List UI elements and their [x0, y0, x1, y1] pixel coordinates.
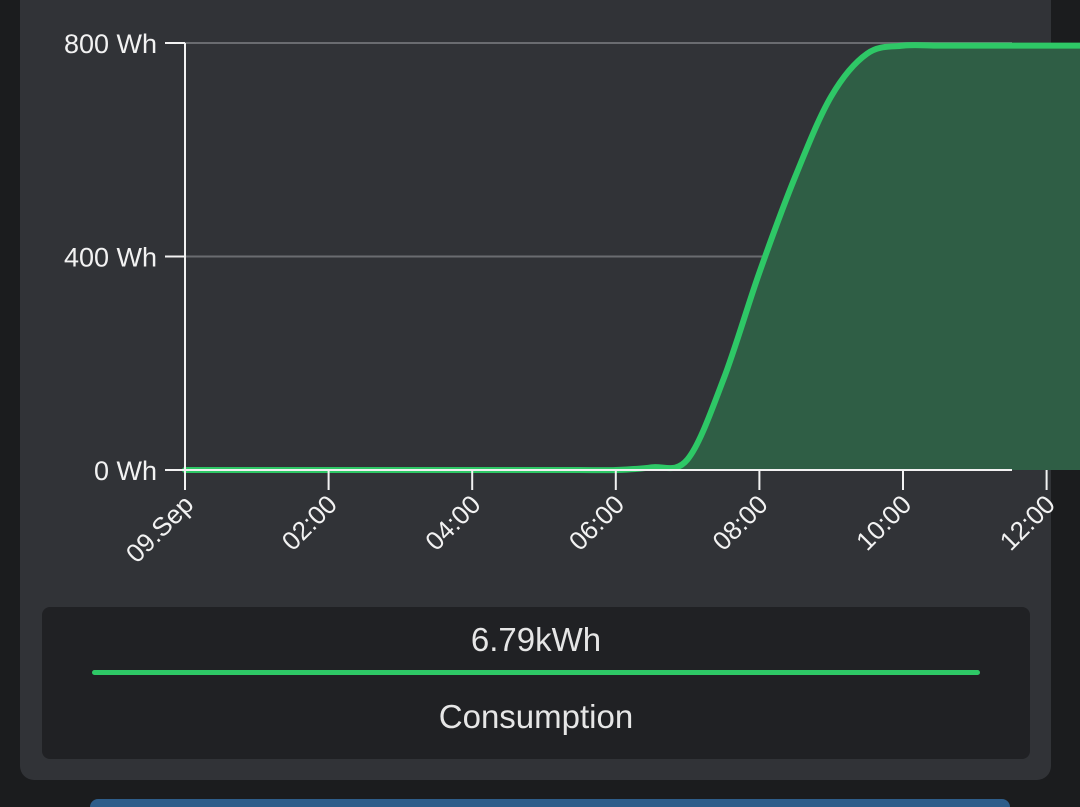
x-tick-label: 12:00 — [994, 489, 1061, 556]
consumption-area — [185, 45, 1080, 471]
x-tick-label: 06:00 — [563, 489, 630, 556]
total-energy-value: 6.79kWh — [470, 621, 602, 658]
legend-box[interactable]: 6.79kWh Consumption — [42, 607, 1030, 759]
y-tick-label: 400 Wh — [64, 243, 157, 273]
x-tick-label: 04:00 — [419, 489, 486, 556]
legend-color-line — [92, 670, 980, 675]
axes — [184, 43, 1012, 482]
y-axis-ticks: 0 Wh 400 Wh 800 Wh — [64, 29, 185, 486]
x-axis-ticks: 09.Sep02:0004:0006:0008:0010:0012:0014:0… — [120, 470, 1061, 569]
x-tick-label: 02:00 — [276, 489, 343, 556]
next-card-edge — [90, 799, 1010, 807]
x-tick-label: 08:00 — [706, 489, 773, 556]
y-tick-label: 800 Wh — [64, 29, 157, 59]
x-tick-label: 10:00 — [850, 489, 917, 556]
x-tick-label: 09.Sep — [120, 489, 199, 568]
consumption-chart: 0 Wh 400 Wh 800 Wh 09.Sep 02:00 04:00 06:00 08… — [64, 29, 1080, 569]
y-tick-label: 0 Wh — [94, 456, 157, 486]
legend-label-consumption: Consumption — [438, 698, 634, 735]
